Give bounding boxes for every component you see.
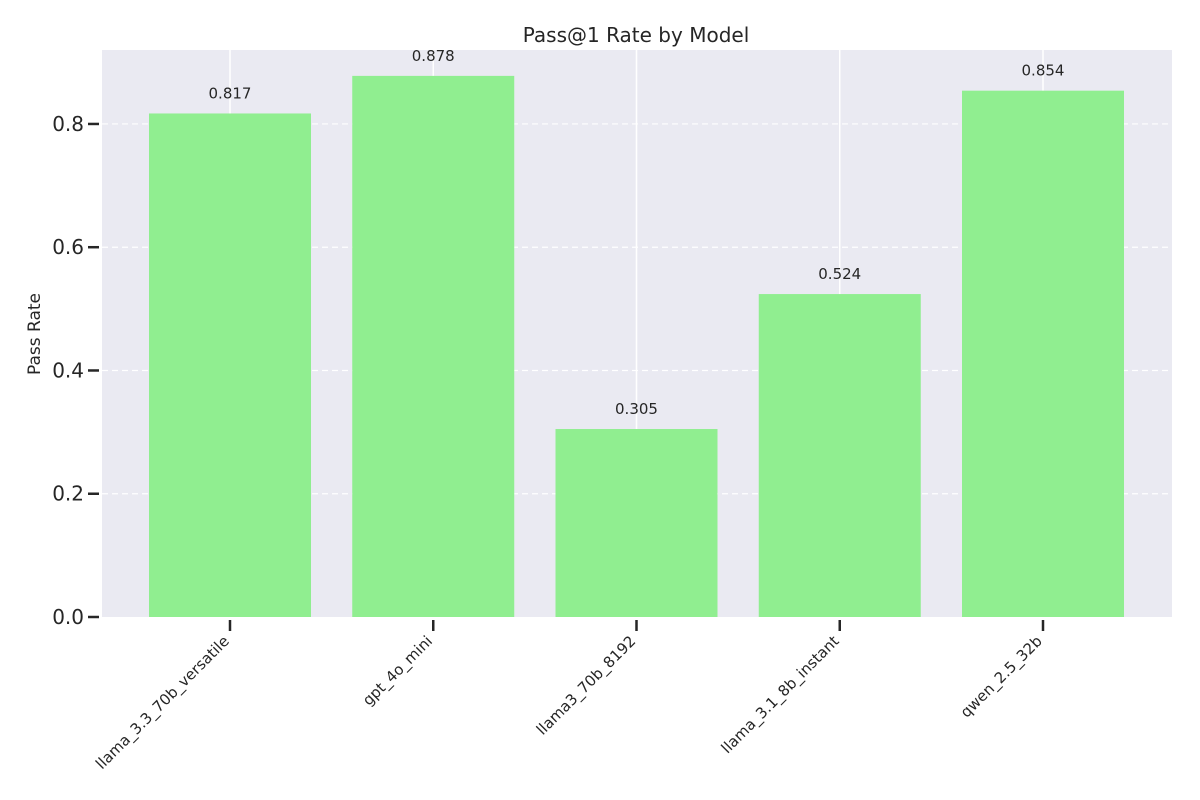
data-labels: 0.817 0.878 0.305 0.524 0.854 [209, 47, 1065, 418]
y-tick-label: 0.8 [52, 112, 84, 136]
data-label: 0.854 [1022, 62, 1065, 80]
y-axis-label: Pass Rate [25, 293, 45, 375]
data-label: 0.305 [615, 400, 658, 418]
data-label: 0.524 [818, 265, 861, 283]
y-tick-label: 0.0 [52, 605, 84, 629]
x-tick-label: qwen_2.5_32b [957, 632, 1047, 722]
bar [962, 90, 1124, 617]
x-tick-label: llama_3.3_70b_versatile [92, 632, 233, 773]
chart-title: Pass@1 Rate by Model [523, 23, 750, 47]
data-label: 0.878 [412, 47, 455, 65]
bar [352, 75, 515, 618]
y-tick-label: 0.4 [52, 358, 84, 382]
x-tick-label: llama_3.1_8b_instant [718, 632, 844, 758]
y-tick-label: 0.2 [52, 482, 84, 506]
x-axis: llama_3.3_70b_versatile gpt_4o_mini llama3… [92, 620, 1047, 774]
bar [555, 429, 718, 617]
bar [149, 113, 311, 618]
bar [758, 294, 921, 617]
x-tick-label: llama3_70b_8192 [533, 632, 640, 739]
data-label: 0.817 [209, 84, 252, 102]
y-tick-label: 0.6 [52, 235, 84, 259]
bars [149, 75, 1124, 618]
y-axis: 0.0 0.2 0.4 0.6 0.8 [52, 112, 99, 629]
x-tick-label: gpt_4o_mini [359, 632, 437, 710]
